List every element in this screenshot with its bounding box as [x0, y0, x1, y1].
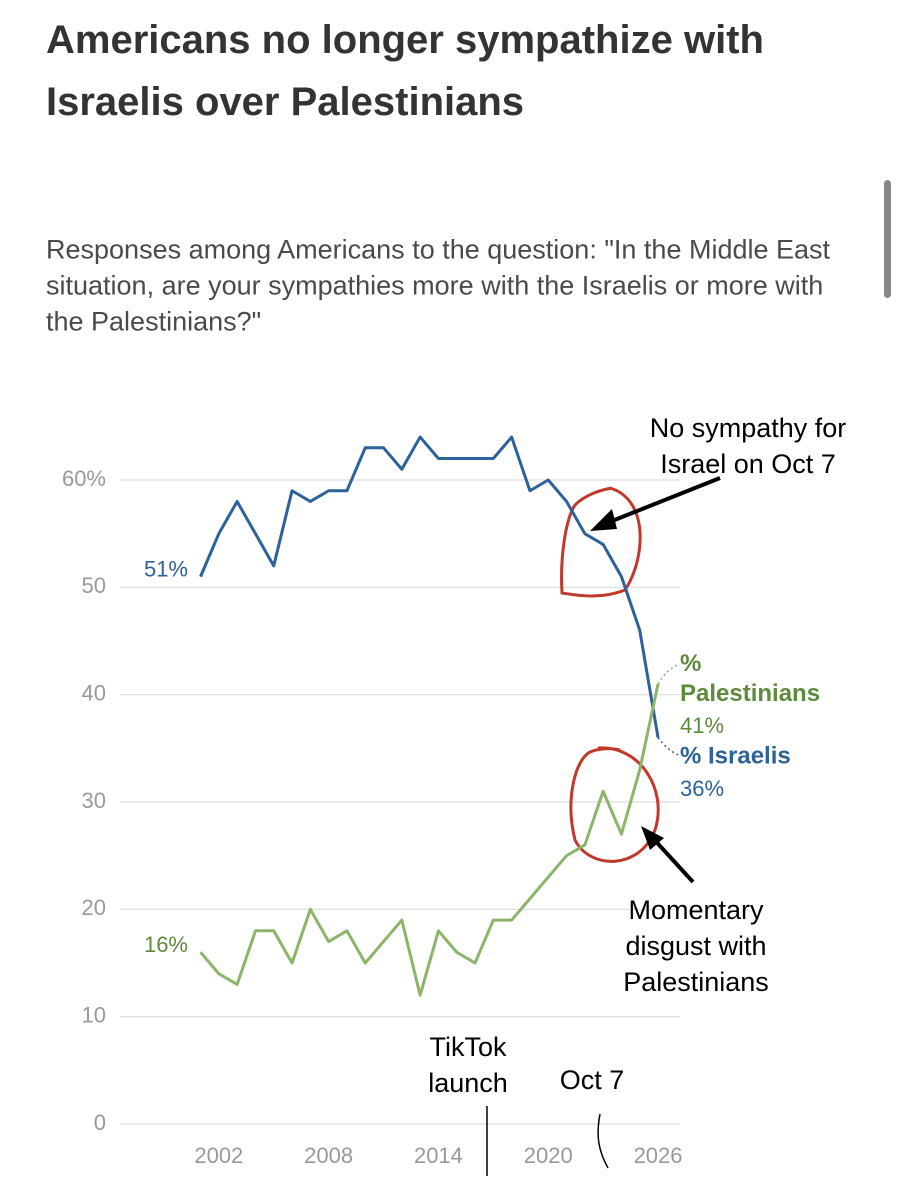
arrowhead — [590, 509, 617, 531]
red-circle — [569, 746, 660, 863]
annotation: Oct 7 — [560, 1065, 625, 1095]
annotation: launch — [428, 1068, 508, 1098]
y-tick-label: 40 — [82, 680, 106, 705]
series-line — [199, 435, 660, 738]
connector — [657, 663, 681, 685]
y-tick-label: 60% — [62, 466, 106, 491]
chart-subtitle: Responses among Americans to the questio… — [46, 235, 831, 337]
y-tick-label: 20 — [82, 895, 106, 920]
annotation: Momentary — [628, 895, 764, 925]
scrollbar[interactable] — [884, 180, 891, 298]
marker-line — [597, 1113, 609, 1169]
red-circle — [560, 486, 642, 598]
y-tick-label: 10 — [82, 1002, 106, 1027]
value-label: 36% — [680, 776, 724, 801]
annotation: Palestinians — [623, 967, 769, 997]
y-tick-label: 50 — [82, 573, 106, 598]
value-label: 51% — [144, 556, 188, 581]
x-tick-label: 2008 — [304, 1143, 353, 1168]
legend-label: % Palestinians — [680, 650, 820, 707]
value-label: 41% — [680, 713, 724, 738]
grid — [120, 479, 680, 1125]
arrow — [601, 476, 721, 527]
annotation: No sympathy for — [650, 413, 847, 443]
y-tick-label: 0 — [94, 1110, 106, 1135]
x-tick-label: 2002 — [194, 1143, 243, 1168]
y-tick-label: 30 — [82, 788, 106, 813]
arrowhead — [641, 826, 664, 850]
annotation-shapes — [486, 476, 721, 1176]
series-line — [199, 683, 660, 997]
annotation: TikTok — [429, 1032, 507, 1062]
annotation: Israel on Oct 7 — [660, 449, 836, 479]
x-tick-label: 2020 — [524, 1143, 573, 1168]
legend-label: % Israelis — [680, 742, 791, 769]
value-label: 16% — [144, 932, 188, 957]
connector — [657, 737, 681, 757]
annotation: disgust with — [625, 931, 766, 961]
x-tick-label: 2014 — [414, 1143, 463, 1168]
x-tick-label: 2026 — [634, 1143, 683, 1168]
chart-title: Americans no longer sympathize with Israe… — [46, 18, 764, 124]
